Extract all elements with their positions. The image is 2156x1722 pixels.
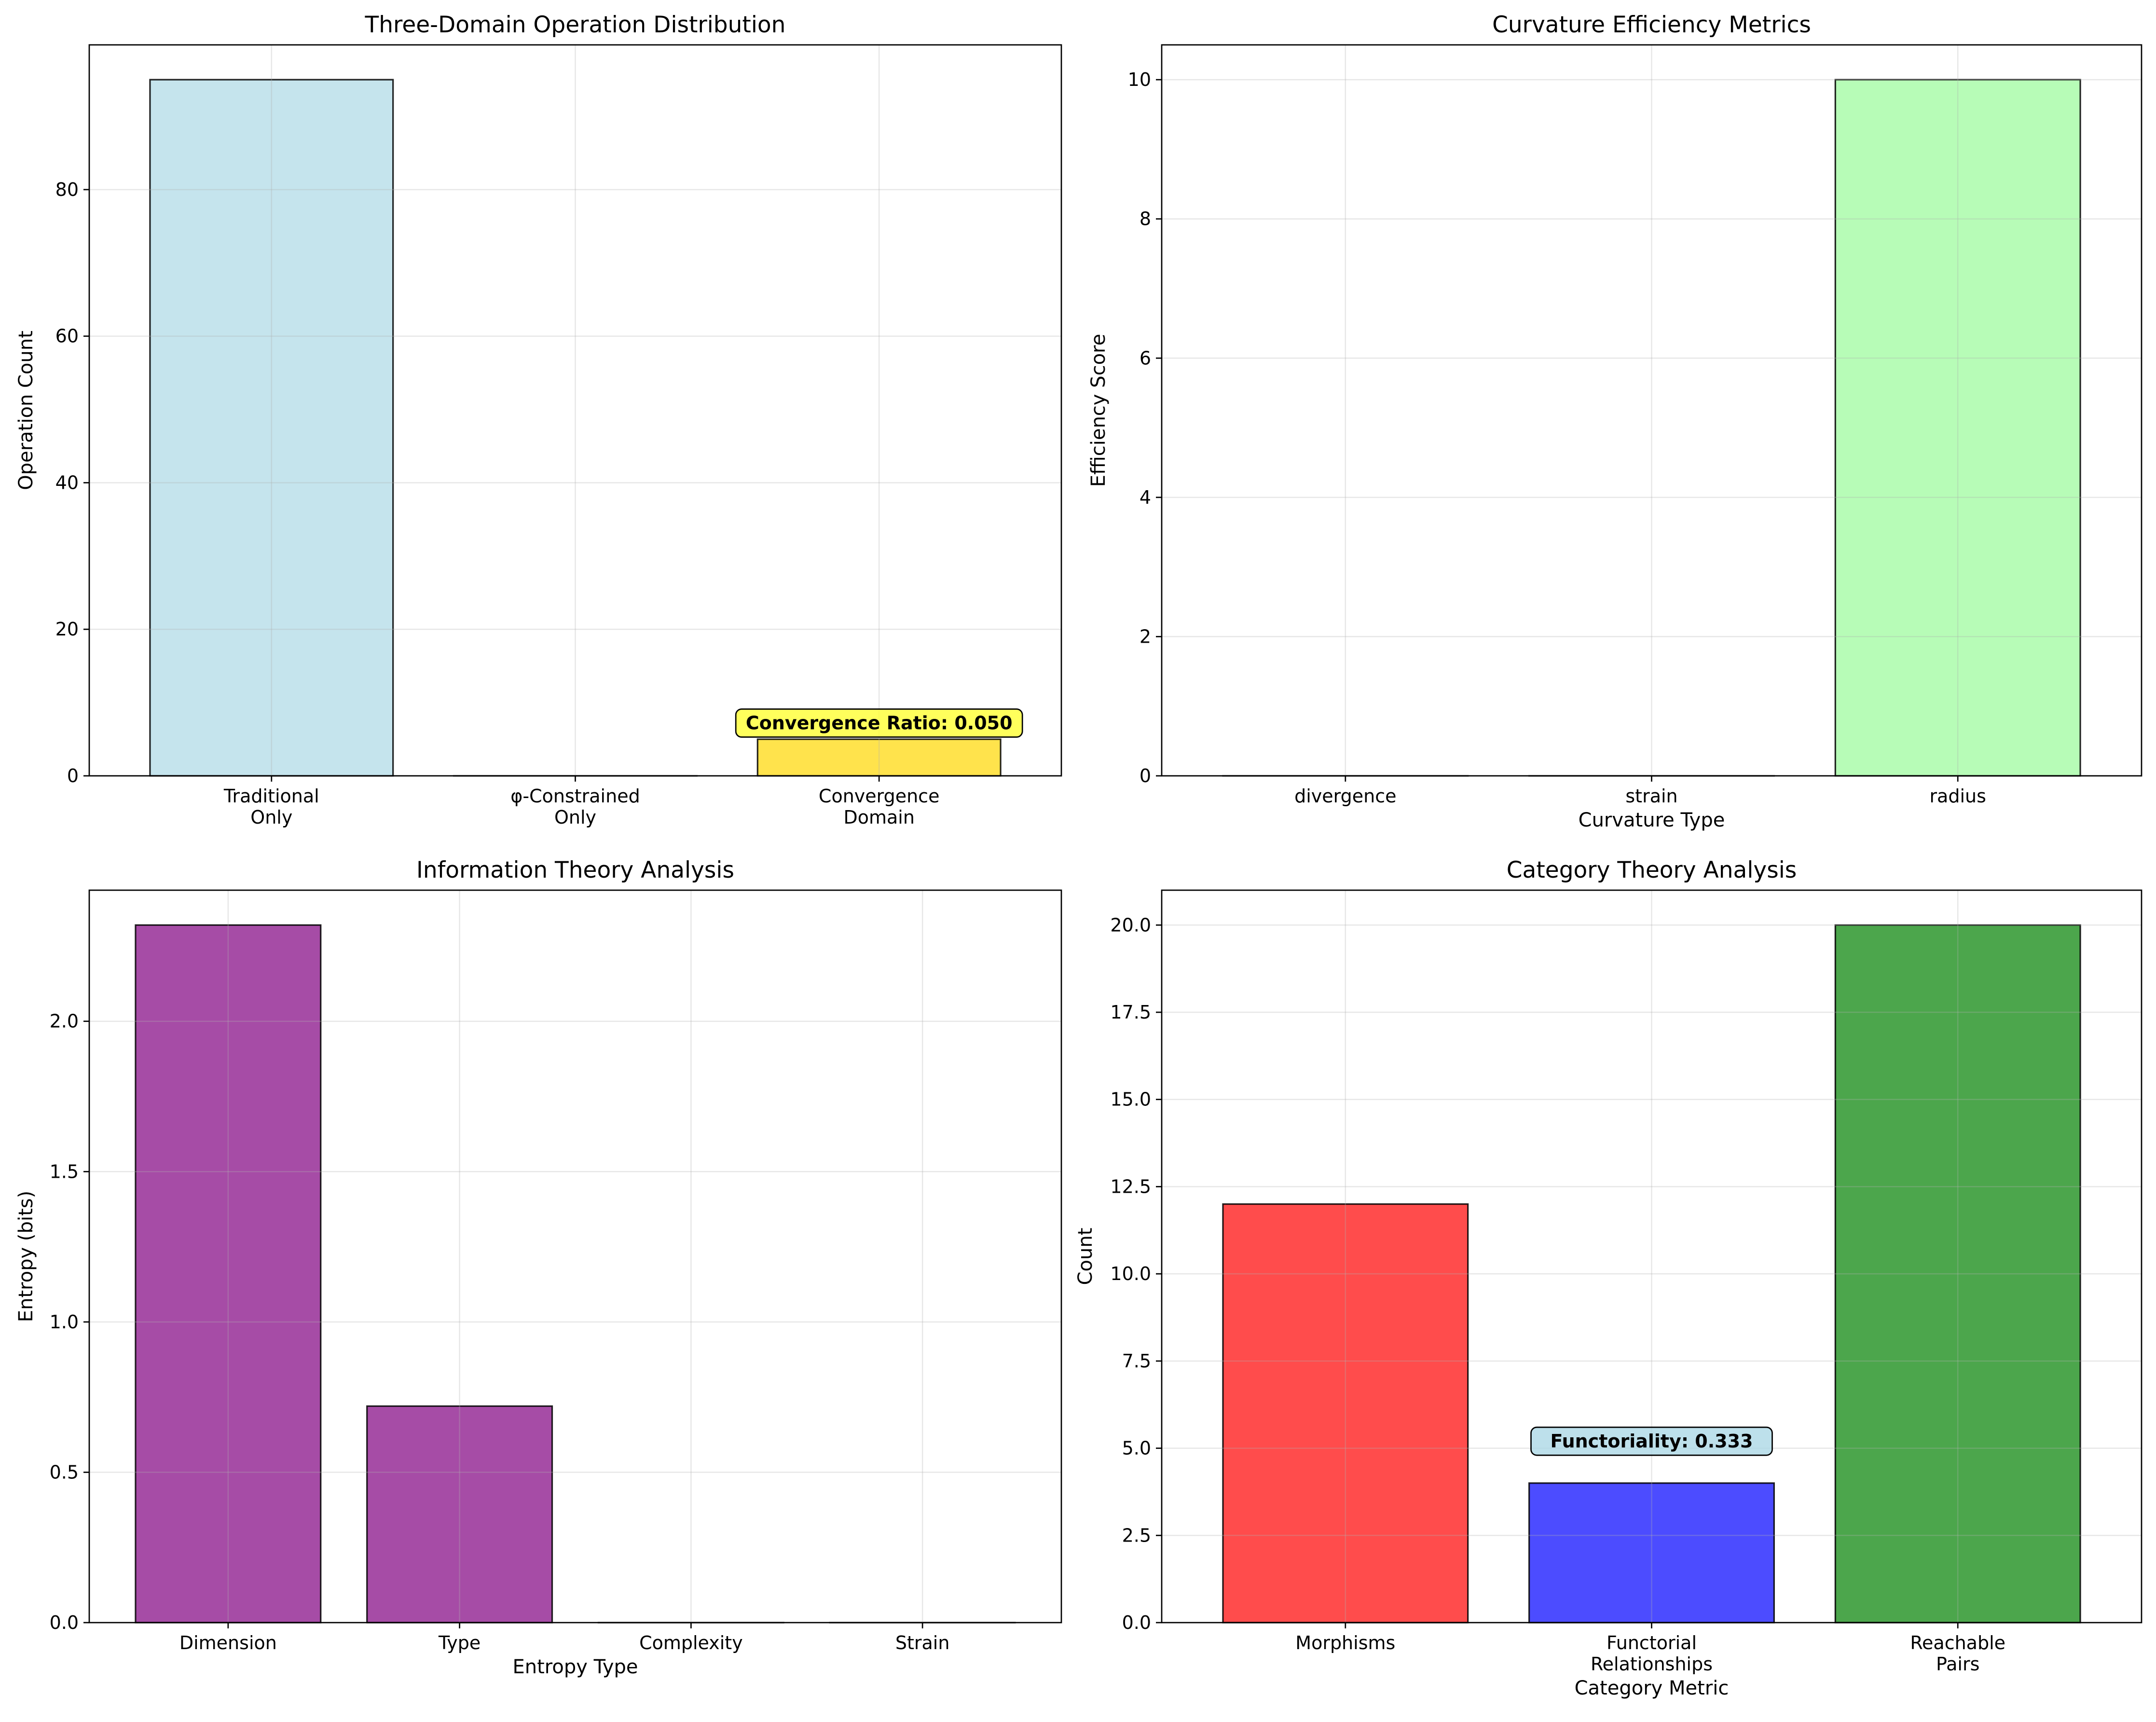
y-tick-label: 2.5 xyxy=(1122,1525,1151,1546)
y-axis-label: Operation Count xyxy=(15,331,37,490)
y-tick-label: 5.0 xyxy=(1122,1438,1151,1459)
y-tick-label: 0.5 xyxy=(50,1461,79,1483)
chart-title: Three-Domain Operation Distribution xyxy=(365,12,786,38)
chart-title: Information Theory Analysis xyxy=(416,857,734,883)
chart-panel-2: 0 2 4 6 8 10 divergence strain radius Curvature E… xyxy=(1087,12,2142,831)
y-axis-label: Count xyxy=(1074,1228,1097,1285)
y-tick-label: 2.0 xyxy=(50,1011,79,1032)
x-axis-label: Entropy Type xyxy=(513,1656,638,1678)
bar-functorial-relationships xyxy=(1528,1482,1775,1624)
bar-traditional-only xyxy=(149,79,394,777)
chart-panel-3: 0.0 0.5 1.0 1.5 2.0 Dimension Type Complexity St… xyxy=(15,857,1062,1678)
chart-panel-1: 0 20 40 60 80 Traditional Only φ-Constrained Onl… xyxy=(15,12,1062,828)
y-tick-label: 10.0 xyxy=(1110,1263,1151,1284)
x-axis-label: Category Metric xyxy=(1575,1677,1729,1699)
x-tick-label: Convergence Domain xyxy=(819,785,940,828)
x-tick-label: strain xyxy=(1625,785,1677,807)
x-tick-label: φ-Constrained Only xyxy=(510,785,640,828)
x-axis-label: Curvature Type xyxy=(1579,809,1725,831)
bar-type xyxy=(366,1405,553,1624)
y-tick-label: 7.5 xyxy=(1122,1350,1151,1372)
y-tick-label: 1.5 xyxy=(50,1161,79,1182)
x-tick-label: Morphisms xyxy=(1295,1632,1395,1653)
chart-title: Curvature Efficiency Metrics xyxy=(1492,12,1811,38)
y-tick-label: 60 xyxy=(55,326,79,347)
annotation-label: Convergence Ratio: 0.050 xyxy=(746,713,1013,734)
annotation-label: Functoriality: 0.333 xyxy=(1551,1431,1753,1452)
y-tick-label: 12.5 xyxy=(1110,1176,1151,1197)
y-tick-label: 15.0 xyxy=(1110,1089,1151,1110)
y-tick-label: 40 xyxy=(55,472,79,493)
annotation-box xyxy=(735,708,1023,738)
y-tick-label: 0 xyxy=(1140,765,1151,786)
x-tick-label: Traditional Only xyxy=(223,785,319,828)
chart-title: Category Theory Analysis xyxy=(1507,857,1797,883)
y-tick-label: 80 xyxy=(55,179,79,200)
bar-reachable-pairs xyxy=(1834,924,2081,1624)
x-tick-label: Complexity xyxy=(639,1632,743,1653)
x-tick-label: Functorial Relationships xyxy=(1591,1632,1713,1675)
y-tick-label: 1.0 xyxy=(50,1311,79,1333)
y-tick-label: 8 xyxy=(1140,208,1151,230)
x-tick-label: Dimension xyxy=(179,1632,277,1653)
x-tick-label: Reachable Pairs xyxy=(1910,1632,2005,1675)
x-tick-label: Strain xyxy=(895,1632,950,1653)
y-axis-label: Efficiency Score xyxy=(1087,334,1110,487)
axes-frame xyxy=(88,889,1062,1624)
y-tick-label: 6 xyxy=(1140,347,1151,369)
y-tick-label: 0.0 xyxy=(1122,1612,1151,1633)
x-tick-label: divergence xyxy=(1294,785,1396,807)
y-tick-label: 20 xyxy=(55,619,79,640)
y-tick-label: 2 xyxy=(1140,626,1151,647)
y-tick-label: 20.0 xyxy=(1110,914,1151,936)
bar-radius xyxy=(1834,79,2081,777)
bar-morphisms xyxy=(1222,1203,1469,1624)
y-tick-label: 4 xyxy=(1140,487,1151,508)
y-tick-label: 0.0 xyxy=(50,1612,79,1633)
bar-dimension xyxy=(135,924,322,1624)
y-tick-label: 10 xyxy=(1128,69,1151,90)
chart-panel-4: 0.0 2.5 5.0 7.5 10.0 12.5 15.0 17.5 20.0 Morphism… xyxy=(1074,857,2142,1699)
y-tick-label: 17.5 xyxy=(1110,1002,1151,1023)
y-tick-label: 0 xyxy=(67,765,79,786)
x-tick-label: radius xyxy=(1929,785,1986,807)
annotation-box xyxy=(1530,1426,1773,1456)
x-tick-label: Type xyxy=(438,1632,481,1653)
y-axis-label: Entropy (bits) xyxy=(15,1191,37,1322)
